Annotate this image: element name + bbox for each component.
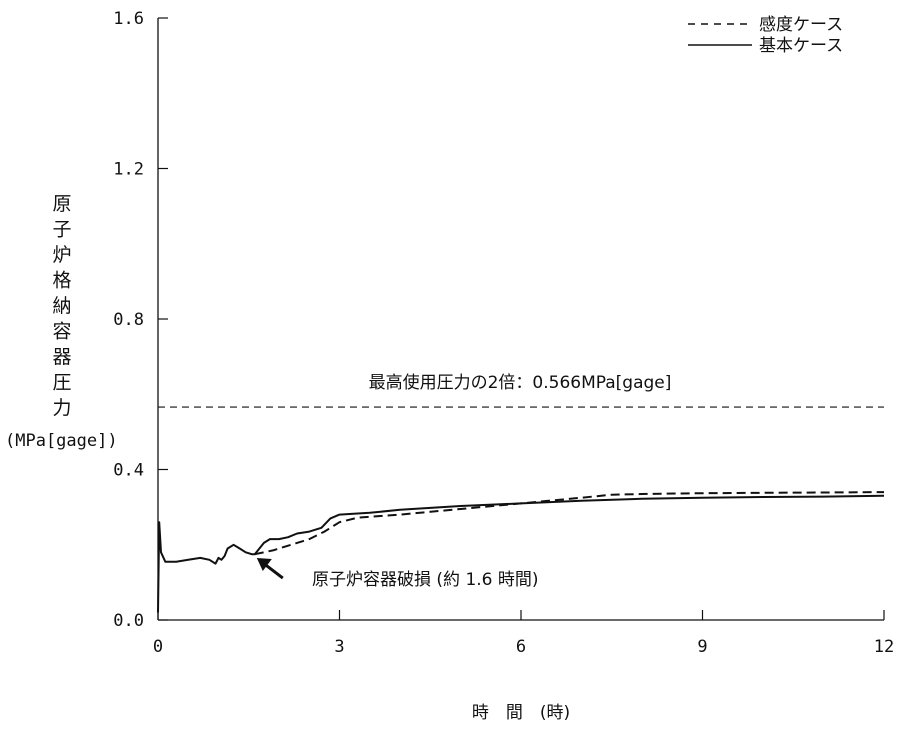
series-line-sensitivity — [254, 491, 885, 556]
y-axis-unit: (MPa[gage]) — [5, 431, 118, 451]
axes — [157, 18, 884, 621]
x-tick-label: 0 — [153, 637, 163, 657]
series-line-base — [157, 494, 885, 613]
annotation: 原子炉容器破損 (約 1.6 時間) — [256, 558, 539, 590]
axis-labels: 原子炉格納容器圧力 (MPa[gage]) 時 間 (時) — [5, 193, 570, 723]
series-lines — [157, 491, 885, 613]
y-tick-label: 1.2 — [113, 160, 144, 180]
y-tick-label: 0.8 — [113, 310, 144, 330]
x-tick-label: 9 — [697, 637, 707, 657]
x-tick-label: 12 — [874, 637, 894, 657]
legend-label: 基本ケース — [759, 36, 843, 56]
reference-line-label: 最高使用圧力の2倍：0.566MPa[gage] — [369, 372, 672, 393]
annotation-label: 原子炉容器破損 (約 1.6 時間) — [312, 570, 539, 590]
x-tick-label: 3 — [334, 637, 344, 657]
annotation-arrow-shaft — [264, 563, 284, 580]
x-tick-label: 6 — [516, 637, 526, 657]
x-axis-label: 時 間 (時) — [472, 703, 570, 723]
y-tick-label: 1.6 — [113, 9, 144, 29]
reference-line-group: 最高使用圧力の2倍：0.566MPa[gage] — [158, 372, 884, 408]
y-axis-label: 原子炉格納容器圧力 — [52, 193, 71, 419]
y-tick-label: 0.0 — [113, 611, 144, 631]
annotation-arrow-head — [256, 558, 272, 572]
ticks: 0.0 0.4 0.8 1.2 1.6 0 3 6 9 12 — [113, 9, 894, 657]
legend-label: 感度ケース — [759, 15, 843, 35]
y-tick-label: 0.4 — [113, 461, 144, 481]
